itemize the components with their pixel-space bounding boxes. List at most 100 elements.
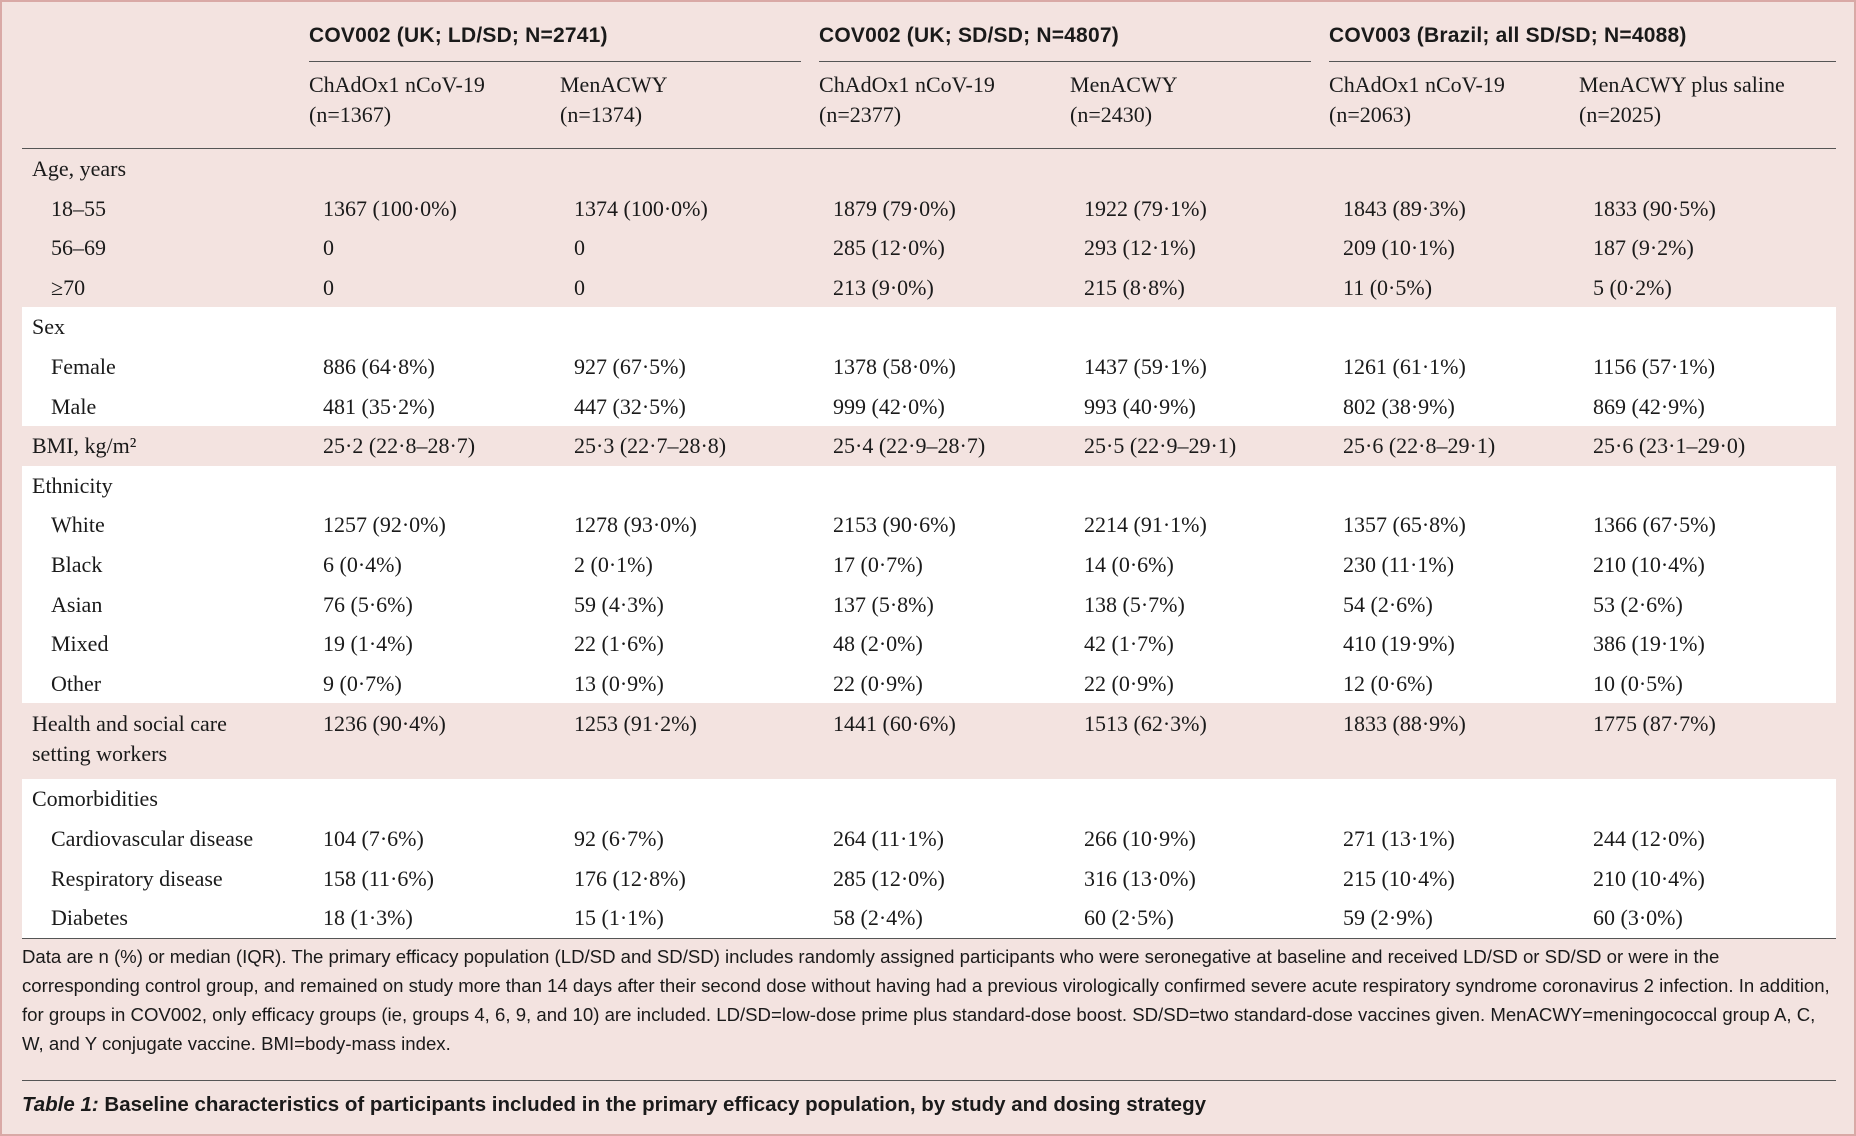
value-cell: 1278 (93·0%) <box>560 505 820 545</box>
row-label: BMI, kg/m² <box>22 426 309 466</box>
value-cell: 271 (13·1%) <box>1329 818 1580 859</box>
group-title: COV003 (Brazil; all SD/SD; N=4088) <box>1329 21 1837 62</box>
table-row: Black 6 (0·4%) 2 (0·1%) 17 (0·7%) 14 (0·6%) 2… <box>22 544 1837 585</box>
value-cell: 209 (10·1%) <box>1329 228 1580 268</box>
value-cell: 176 (12·8%) <box>560 858 820 899</box>
value-cell <box>560 148 820 189</box>
value-cell: 1257 (92·0%) <box>309 505 560 545</box>
value-cell: 210 (10·4%) <box>1579 858 1837 899</box>
row-label: Mixed <box>22 624 309 664</box>
value-cell: 158 (11·6%) <box>309 858 560 899</box>
value-cell: 1441 (60·6%) <box>819 703 1071 780</box>
value-cell: 22 (1·6%) <box>560 624 820 664</box>
value-cell <box>1070 465 1330 506</box>
group-header-cov003: COV003 (Brazil; all SD/SD; N=4088) <box>1329 2 1837 62</box>
value-cell: 410 (19·9%) <box>1329 624 1580 664</box>
value-cell: 266 (10·9%) <box>1070 818 1330 859</box>
row-label: Male <box>22 386 309 427</box>
value-cell: 2214 (91·1%) <box>1070 505 1330 545</box>
value-cell: 5 (0·2%) <box>1579 267 1837 308</box>
arm-n: (n=2063) <box>1329 102 1412 127</box>
row-label: Health and social care setting workers <box>22 703 309 780</box>
table-row: Other 9 (0·7%) 13 (0·9%) 22 (0·9%) 22 (0·9%)… <box>22 663 1837 704</box>
value-cell <box>1070 307 1330 347</box>
table-row: Respiratory disease 158 (11·6%) 176 (12·8%… <box>22 858 1837 899</box>
value-cell: 138 (5·7%) <box>1070 584 1330 625</box>
arm-n: (n=2430) <box>1070 102 1153 127</box>
row-label: Asian <box>22 584 309 625</box>
value-cell <box>1329 148 1580 189</box>
value-cell: 285 (12·0%) <box>819 858 1071 899</box>
value-cell: 60 (2·5%) <box>1070 898 1330 939</box>
value-cell: 213 (9·0%) <box>819 267 1071 308</box>
value-cell: 802 (38·9%) <box>1329 386 1580 427</box>
value-cell: 1366 (67·5%) <box>1579 505 1837 545</box>
row-label: Diabetes <box>22 898 309 939</box>
value-cell: 19 (1·4%) <box>309 624 560 664</box>
value-cell: 1437 (59·1%) <box>1070 346 1330 387</box>
value-cell: 25·6 (23·1–29·0) <box>1579 426 1837 466</box>
value-cell <box>1579 148 1837 189</box>
table-row: ≥70 0 0 213 (9·0%) 215 (8·8%) 11 (0·5%) 5 (0·2… <box>22 267 1837 308</box>
arm-header-row: ChAdOx1 nCoV-19 (n=1367) MenACWY (n=1374) … <box>22 62 1837 149</box>
arm-n: (n=1367) <box>309 102 392 127</box>
group-title: COV002 (UK; LD/SD; N=2741) <box>309 21 802 62</box>
table-row: 56–69 0 0 285 (12·0%) 293 (12·1%) 209 (10·1%)… <box>22 228 1837 268</box>
value-cell <box>309 307 560 347</box>
value-cell <box>309 779 560 819</box>
value-cell <box>560 465 820 506</box>
value-cell: 1833 (90·5%) <box>1579 188 1837 229</box>
value-cell <box>1329 307 1580 347</box>
value-cell: 1879 (79·0%) <box>819 188 1071 229</box>
value-cell: 1236 (90·4%) <box>309 703 560 780</box>
value-cell <box>1070 148 1330 189</box>
table-row: White 1257 (92·0%) 1278 (93·0%) 2153 (90·6%… <box>22 505 1837 545</box>
value-cell: 869 (42·9%) <box>1579 386 1837 427</box>
row-label: Female <box>22 346 309 387</box>
value-cell: 0 <box>560 267 820 308</box>
value-cell: 215 (10·4%) <box>1329 858 1580 899</box>
value-cell: 1367 (100·0%) <box>309 188 560 229</box>
value-cell: 1378 (58·0%) <box>819 346 1071 387</box>
value-cell <box>1579 779 1837 819</box>
value-cell: 316 (13·0%) <box>1070 858 1330 899</box>
value-cell: 1843 (89·3%) <box>1329 188 1580 229</box>
value-cell: 481 (35·2%) <box>309 386 560 427</box>
value-cell: 76 (5·6%) <box>309 584 560 625</box>
row-label: Ethnicity <box>22 465 309 506</box>
value-cell: 10 (0·5%) <box>1579 663 1837 704</box>
value-cell: 25·6 (22·8–29·1) <box>1329 426 1580 466</box>
table-caption: Table 1: Baseline characteristics of par… <box>22 1090 1836 1120</box>
value-cell: 2153 (90·6%) <box>819 505 1071 545</box>
value-cell: 25·3 (22·7–28·8) <box>560 426 820 466</box>
value-cell: 886 (64·8%) <box>309 346 560 387</box>
caption-text: Baseline characteristics of participants… <box>104 1093 1206 1116</box>
group-header-cov002-sdsd: COV002 (UK; SD/SD; N=4807) <box>819 2 1329 62</box>
value-cell: 215 (8·8%) <box>1070 267 1330 308</box>
table-body: Age, years 18–55 1367 (100·0%) 1374 (100·0%… <box>22 148 1837 939</box>
baseline-table-wrapper: COV002 (UK; LD/SD; N=2741) COV002 (UK; S… <box>22 2 1837 939</box>
value-cell: 447 (32·5%) <box>560 386 820 427</box>
value-cell: 0 <box>560 228 820 268</box>
table-row: Diabetes 18 (1·3%) 15 (1·1%) 58 (2·4%) 60 (2… <box>22 898 1837 939</box>
value-cell <box>819 307 1071 347</box>
value-cell: 25·5 (22·9–29·1) <box>1070 426 1330 466</box>
table-row: Asian 76 (5·6%) 59 (4·3%) 137 (5·8%) 138 (5·… <box>22 584 1837 625</box>
baseline-characteristics-table: COV002 (UK; LD/SD; N=2741) COV002 (UK; S… <box>22 2 1837 939</box>
study-group-header-row: COV002 (UK; LD/SD; N=2741) COV002 (UK; S… <box>22 2 1837 62</box>
value-cell: 25·2 (22·8–28·7) <box>309 426 560 466</box>
table-footnote: Data are n (%) or median (IQR). The prim… <box>22 946 1830 1054</box>
value-cell: 927 (67·5%) <box>560 346 820 387</box>
value-cell: 59 (2·9%) <box>1329 898 1580 939</box>
value-cell <box>1579 465 1837 506</box>
arm-n: (n=1374) <box>560 102 643 127</box>
corner-cell <box>22 2 309 62</box>
arm-name: ChAdOx1 nCoV-19 <box>819 72 995 97</box>
arm-name: MenACWY <box>1070 72 1178 97</box>
value-cell: 42 (1·7%) <box>1070 624 1330 664</box>
row-label: 56–69 <box>22 228 309 268</box>
value-cell <box>1579 307 1837 347</box>
table-row: Age, years <box>22 148 1837 189</box>
value-cell: 230 (11·1%) <box>1329 544 1580 585</box>
value-cell: 6 (0·4%) <box>309 544 560 585</box>
